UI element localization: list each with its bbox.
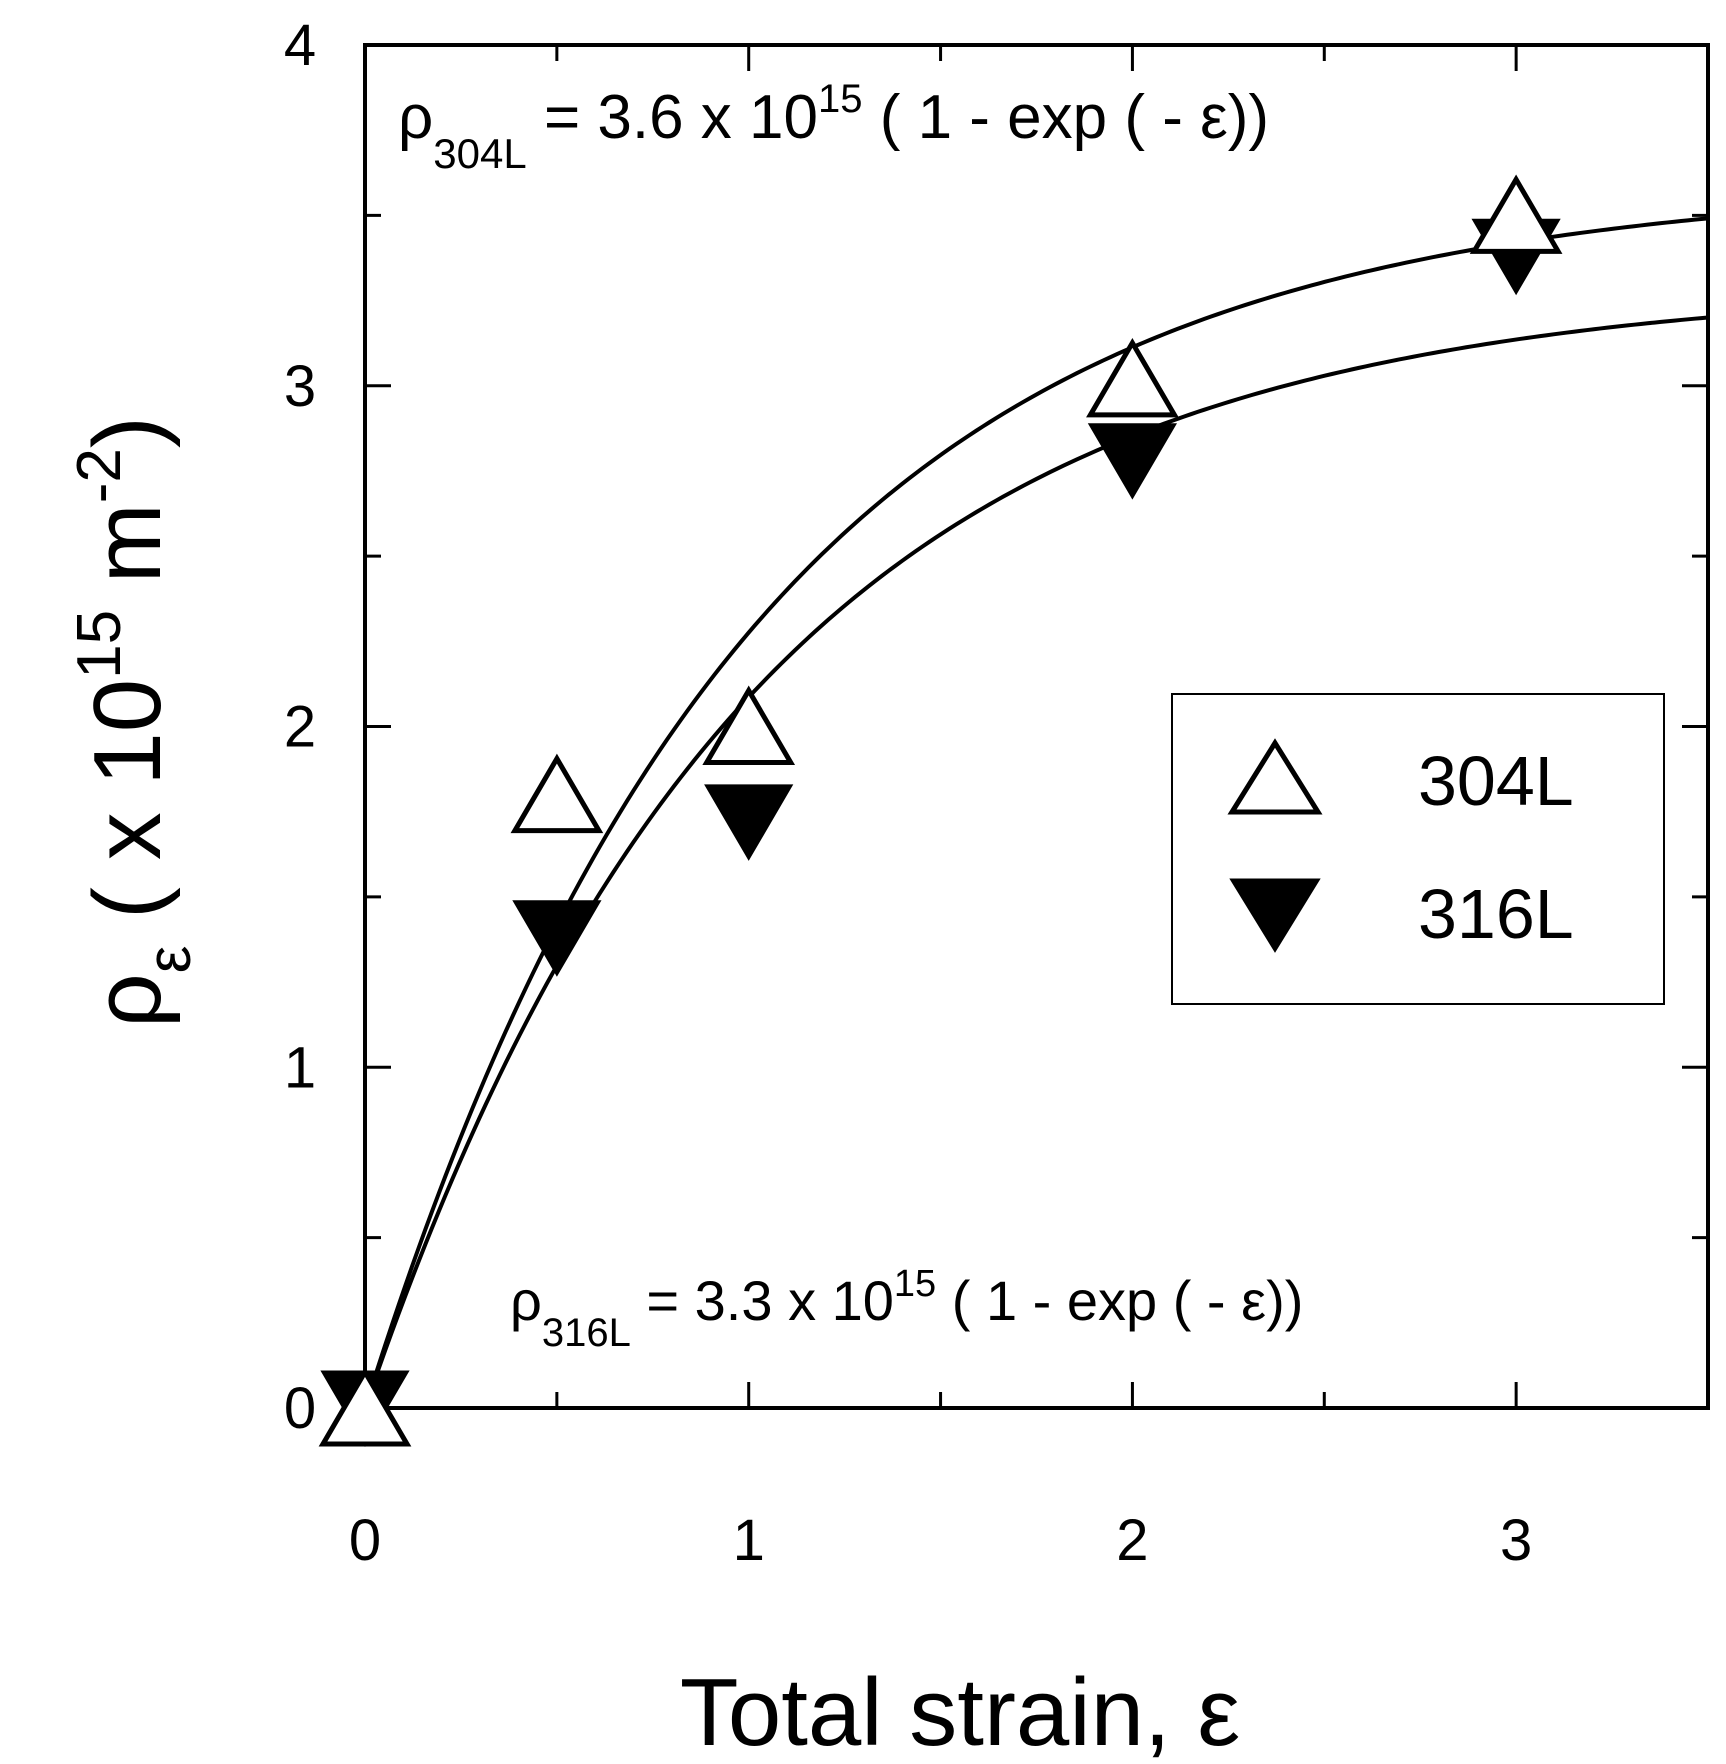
y-axis-title-unit: m [74,503,181,610]
equation-316l-post: ( 1 - exp ( - ε)) [936,1269,1303,1332]
equation-316l-exp: 15 [894,1263,936,1305]
equation-304l-exp: 15 [818,77,863,121]
y-axis-title-unit-exp: -2 [65,448,134,503]
y-tick-label-2: 2 [284,695,316,760]
equation-316l-pre: = 3.3 x 10 [631,1269,894,1332]
y-tick-label-3: 3 [284,354,316,419]
y-axis-title-close: ) [74,416,181,448]
legend-label-316l: 316L [1418,875,1574,953]
legend-marker-304l [1227,738,1323,815]
legend-box [1171,693,1665,1005]
equation-316l-rho: ρ [510,1269,542,1332]
point-304l-1 [510,753,604,834]
x-tick-label-1: 1 [733,1508,765,1573]
point-316l-3 [1087,423,1178,500]
y-axis-title: ρε ( x 1015 m-2) [65,416,204,1028]
equation-304l-post: ( 1 - exp ( - ε)) [862,83,1269,152]
y-axis-title-sub: ε [135,946,204,974]
legend: 304L 316L [1171,693,1665,1005]
y-tick-label-4: 4 [284,13,316,78]
equation-304l-sub: 304L [433,130,526,177]
x-tick-label-0: 0 [349,1508,381,1573]
point-316l-1 [512,900,602,977]
equation-304l-pre: = 3.6 x 10 [527,83,818,152]
y-tick-label-0: 0 [284,1376,316,1441]
equation-316l-sub: 316L [542,1311,631,1355]
y-axis-title-open: ( x 10 [74,679,181,946]
point-304l-2 [702,685,796,765]
legend-label-304l: 304L [1418,742,1574,820]
x-tick-label-2: 2 [1116,1508,1148,1573]
equation-304l: ρ304L = 3.6 x 1015 ( 1 - exp ( - ε)) [398,77,1269,177]
legend-marker-316l [1229,878,1321,953]
x-tick-label-3: 3 [1500,1508,1532,1573]
point-304l-4 [1469,174,1563,254]
y-tick-label-1: 1 [284,1035,316,1100]
equation-316l: ρ316L = 3.3 x 1015 ( 1 - exp ( - ε)) [510,1263,1303,1355]
y-axis-title-exp: 15 [65,610,134,679]
point-304l-0 [318,1367,412,1447]
equation-304l-rho: ρ [398,83,433,152]
point-316l-2 [704,784,794,861]
x-axis-title: Total strain, ε [680,1659,1240,1764]
axis-ticks: 0 1 2 3 0 1 2 3 4 [284,13,1708,1573]
data-markers [318,174,1563,1447]
point-304l-3 [1086,337,1179,418]
y-axis-title-rho: ρ [74,973,181,1028]
